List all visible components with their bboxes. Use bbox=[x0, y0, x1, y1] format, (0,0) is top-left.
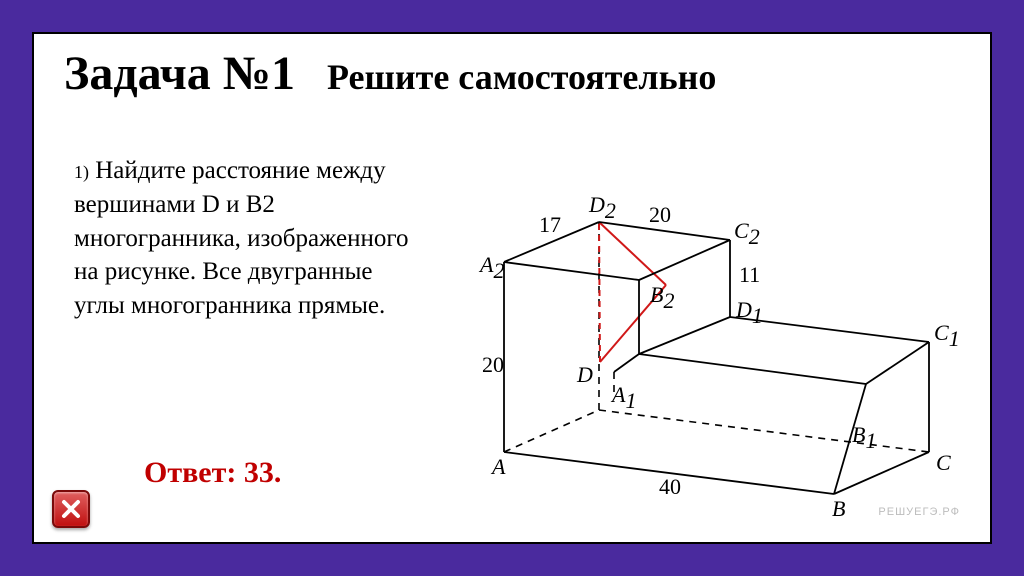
vertex-D1: D1 bbox=[735, 297, 763, 328]
vertex-A2: A2 bbox=[478, 252, 504, 283]
vertex-C1: C1 bbox=[934, 320, 960, 351]
dim-11: 11 bbox=[739, 262, 760, 287]
watermark: РЕШУЕГЭ.РФ bbox=[878, 506, 960, 518]
answer-label: Ответ: bbox=[144, 456, 236, 489]
title-main: Задача №1 bbox=[64, 46, 295, 101]
dim-17: 17 bbox=[539, 212, 561, 237]
vertex-B1: B1 bbox=[852, 422, 876, 453]
vertex-B2: B2 bbox=[650, 282, 674, 313]
dim-20-left: 20 bbox=[482, 352, 504, 377]
heading-row: Задача №1 Решите самостоятельно bbox=[64, 46, 960, 101]
polyhedron-diagram: 17 20 11 20 40 A B C D A1 B1 C1 D1 A2 B2… bbox=[434, 122, 974, 522]
problem-text: 1) Найдите расстояние между вершинами D … bbox=[74, 154, 414, 323]
item-number: 1) bbox=[74, 162, 89, 182]
dim-20-top: 20 bbox=[649, 202, 671, 227]
vertex-C: C bbox=[936, 450, 951, 475]
close-icon bbox=[60, 498, 82, 520]
vertex-C2: C2 bbox=[734, 218, 760, 249]
dim-40: 40 bbox=[659, 474, 681, 499]
answer-value: 33. bbox=[244, 456, 282, 489]
answer-line: Ответ: 33. bbox=[144, 456, 281, 490]
vertex-A: A bbox=[490, 454, 506, 479]
vertex-D2: D2 bbox=[588, 192, 616, 223]
problem-body: Найдите расстояние между вершинами D и B… bbox=[74, 157, 409, 319]
vertex-B: B bbox=[832, 496, 845, 521]
vertex-D: D bbox=[576, 362, 593, 387]
close-button[interactable] bbox=[52, 490, 90, 528]
vertex-A1: A1 bbox=[610, 382, 636, 413]
title-sub: Решите самостоятельно bbox=[327, 56, 716, 98]
slide-frame: Задача №1 Решите самостоятельно 1) Найди… bbox=[32, 32, 992, 544]
